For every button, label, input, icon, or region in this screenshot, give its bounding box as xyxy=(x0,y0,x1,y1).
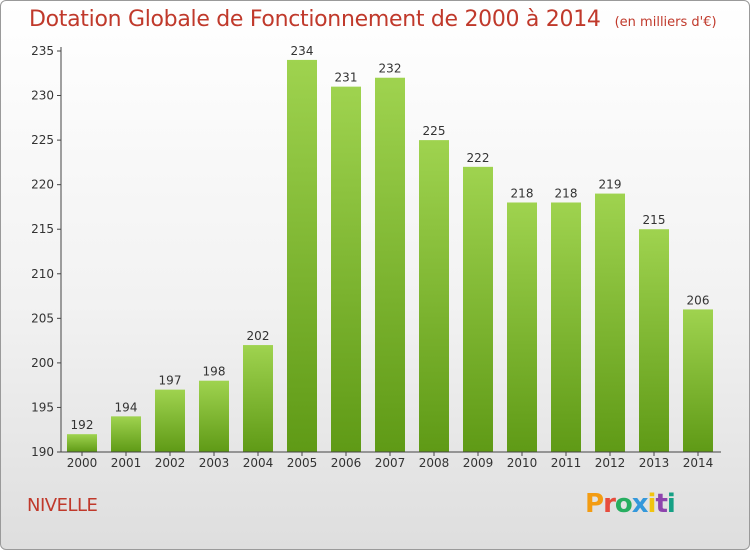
x-tick-label: 2010 xyxy=(507,456,538,470)
x-tick-label: 2005 xyxy=(287,456,318,470)
y-tick-label: 215 xyxy=(31,222,54,236)
logo-letter: i xyxy=(666,489,676,519)
bar xyxy=(419,140,449,452)
bar-value-label: 206 xyxy=(687,293,710,307)
bar-value-label: 202 xyxy=(247,329,270,343)
y-tick-label: 205 xyxy=(31,311,54,325)
bar-value-label: 231 xyxy=(335,71,358,85)
bar xyxy=(331,86,361,453)
bar xyxy=(199,380,229,452)
bar-value-label: 234 xyxy=(291,44,314,58)
bar xyxy=(551,202,581,452)
logo-letter: P xyxy=(585,489,604,519)
x-tick-label: 2013 xyxy=(639,456,670,470)
bar xyxy=(243,345,273,452)
bar-value-label: 218 xyxy=(555,186,578,200)
bar-value-label: 197 xyxy=(159,374,182,388)
y-tick-label: 220 xyxy=(31,178,54,192)
bar-value-label: 232 xyxy=(379,62,402,76)
bar-value-label: 225 xyxy=(423,124,446,138)
y-tick-label: 235 xyxy=(31,44,54,58)
bar xyxy=(507,202,537,452)
chart-title-text: Dotation Globale de Fonctionnement de 20… xyxy=(29,7,601,32)
x-tick-label: 2003 xyxy=(199,456,230,470)
proxiti-logo: Proxiti xyxy=(585,489,676,519)
chart-unit: (en milliers d'€) xyxy=(614,15,717,30)
bar-value-label: 192 xyxy=(71,418,94,432)
x-tick-label: 2012 xyxy=(595,456,626,470)
x-tick-label: 2007 xyxy=(375,456,406,470)
x-tick-label: 2004 xyxy=(243,456,274,470)
logo-letter: i xyxy=(647,489,657,519)
y-tick-label: 195 xyxy=(31,400,54,414)
bar-value-label: 198 xyxy=(203,365,226,379)
x-tick-label: 2011 xyxy=(551,456,582,470)
bar xyxy=(683,309,713,452)
bar-value-label: 218 xyxy=(511,186,534,200)
x-tick-label: 2009 xyxy=(463,456,494,470)
commune-name: NIVELLE xyxy=(27,495,98,516)
logo-letter: x xyxy=(631,489,649,519)
bar xyxy=(287,59,317,453)
bar-value-label: 194 xyxy=(115,400,138,414)
bar-value-label: 219 xyxy=(599,178,622,192)
chart-title: Dotation Globale de Fonctionnement de 20… xyxy=(29,7,717,32)
bar xyxy=(375,77,405,452)
logo-letter: t xyxy=(655,489,667,519)
bar xyxy=(155,389,185,452)
y-tick-label: 230 xyxy=(31,89,54,103)
logo-letter: r xyxy=(603,489,616,519)
x-tick-label: 2002 xyxy=(155,456,186,470)
x-tick-label: 2008 xyxy=(419,456,450,470)
bar xyxy=(639,229,669,452)
bar xyxy=(595,193,625,453)
x-tick-label: 2014 xyxy=(683,456,714,470)
y-tick-label: 210 xyxy=(31,267,54,281)
x-tick-label: 2006 xyxy=(331,456,362,470)
x-tick-label: 2001 xyxy=(111,456,142,470)
bar xyxy=(463,166,493,452)
x-tick-label: 2000 xyxy=(67,456,98,470)
y-tick-label: 190 xyxy=(31,445,54,459)
bar xyxy=(67,434,97,452)
bar-value-label: 215 xyxy=(643,213,666,227)
logo-letter: o xyxy=(614,489,633,519)
y-tick-label: 200 xyxy=(31,356,54,370)
bar xyxy=(111,416,141,452)
bar-value-label: 222 xyxy=(467,151,490,165)
y-tick-label: 225 xyxy=(31,133,54,147)
